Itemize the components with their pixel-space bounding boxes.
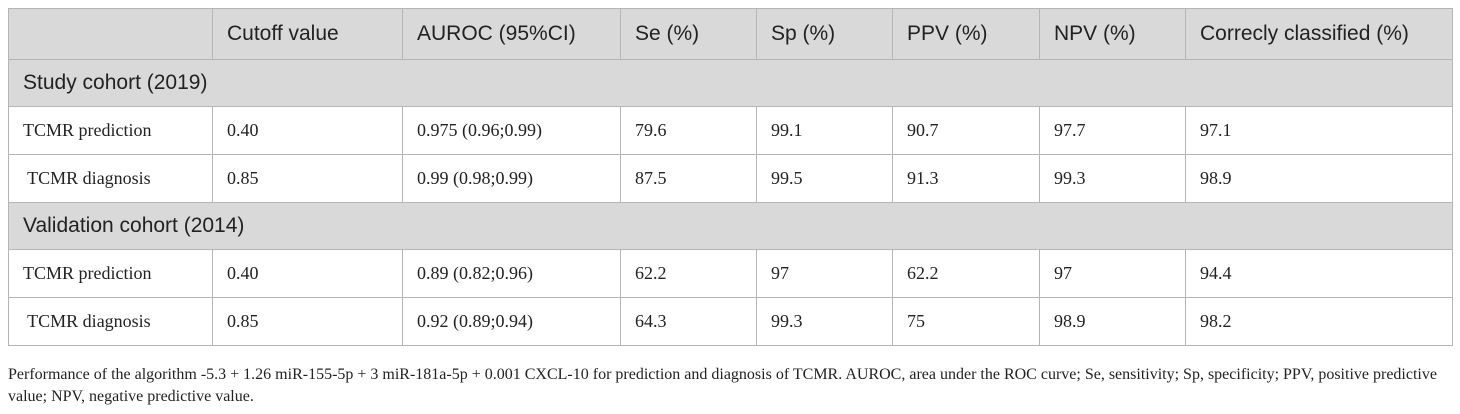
ppv-cell: 62.2: [892, 249, 1040, 298]
header-row: Cutoff value AUROC (95%CI) Se (%) Sp (%)…: [8, 8, 1453, 60]
sp-cell: 99.5: [756, 154, 893, 203]
se-cell: 64.3: [620, 297, 757, 346]
cutoff-cell: 0.85: [212, 154, 403, 203]
sp-cell: 99.1: [756, 106, 893, 155]
header-correctly-classified: Correcly classified (%): [1185, 8, 1453, 60]
se-cell: 79.6: [620, 106, 757, 155]
cutoff-cell: 0.40: [212, 249, 403, 298]
correct-cell: 98.2: [1185, 297, 1453, 346]
section-row-validation: Validation cohort (2014): [8, 202, 1453, 250]
sp-cell: 99.3: [756, 297, 893, 346]
header-cutoff: Cutoff value: [212, 8, 403, 60]
correct-cell: 97.1: [1185, 106, 1453, 155]
header-cell-empty: [8, 8, 213, 60]
ppv-cell: 91.3: [892, 154, 1040, 203]
table-row: TCMR prediction 0.40 0.89 (0.82;0.96) 62…: [8, 249, 1453, 298]
auroc-cell: 0.99 (0.98;0.99): [402, 154, 621, 203]
npv-cell: 97: [1039, 249, 1186, 298]
auroc-cell: 0.975 (0.96;0.99): [402, 106, 621, 155]
row-label: TCMR diagnosis: [8, 154, 213, 203]
sp-cell: 97: [756, 249, 893, 298]
table-row: TCMR diagnosis 0.85 0.99 (0.98;0.99) 87.…: [8, 154, 1453, 203]
header-sp: Sp (%): [756, 8, 893, 60]
npv-cell: 97.7: [1039, 106, 1186, 155]
table-row: TCMR prediction 0.40 0.975 (0.96;0.99) 7…: [8, 106, 1453, 155]
table-row: TCMR diagnosis 0.85 0.92 (0.89;0.94) 64.…: [8, 297, 1453, 346]
header-ppv: PPV (%): [892, 8, 1040, 60]
npv-cell: 98.9: [1039, 297, 1186, 346]
cutoff-cell: 0.85: [212, 297, 403, 346]
section-row-study: Study cohort (2019): [8, 59, 1453, 107]
section-title: Study cohort (2019): [8, 59, 1453, 107]
ppv-cell: 90.7: [892, 106, 1040, 155]
auroc-cell: 0.92 (0.89;0.94): [402, 297, 621, 346]
table-caption: Performance of the algorithm -5.3 + 1.26…: [8, 366, 1437, 405]
npv-cell: 99.3: [1039, 154, 1186, 203]
row-label: TCMR diagnosis: [8, 297, 213, 346]
table-container: Cutoff value AUROC (95%CI) Se (%) Sp (%)…: [8, 8, 1453, 346]
ppv-cell: 75: [892, 297, 1040, 346]
row-label: TCMR prediction: [8, 106, 213, 155]
se-cell: 87.5: [620, 154, 757, 203]
header-auroc: AUROC (95%CI): [402, 8, 621, 60]
header-npv: NPV (%): [1039, 8, 1186, 60]
se-cell: 62.2: [620, 249, 757, 298]
cutoff-cell: 0.40: [212, 106, 403, 155]
section-title: Validation cohort (2014): [8, 202, 1453, 250]
auroc-cell: 0.89 (0.82;0.96): [402, 249, 621, 298]
correct-cell: 94.4: [1185, 249, 1453, 298]
correct-cell: 98.9: [1185, 154, 1453, 203]
header-se: Se (%): [620, 8, 757, 60]
row-label: TCMR prediction: [8, 249, 213, 298]
performance-table: Cutoff value AUROC (95%CI) Se (%) Sp (%)…: [8, 8, 1453, 346]
